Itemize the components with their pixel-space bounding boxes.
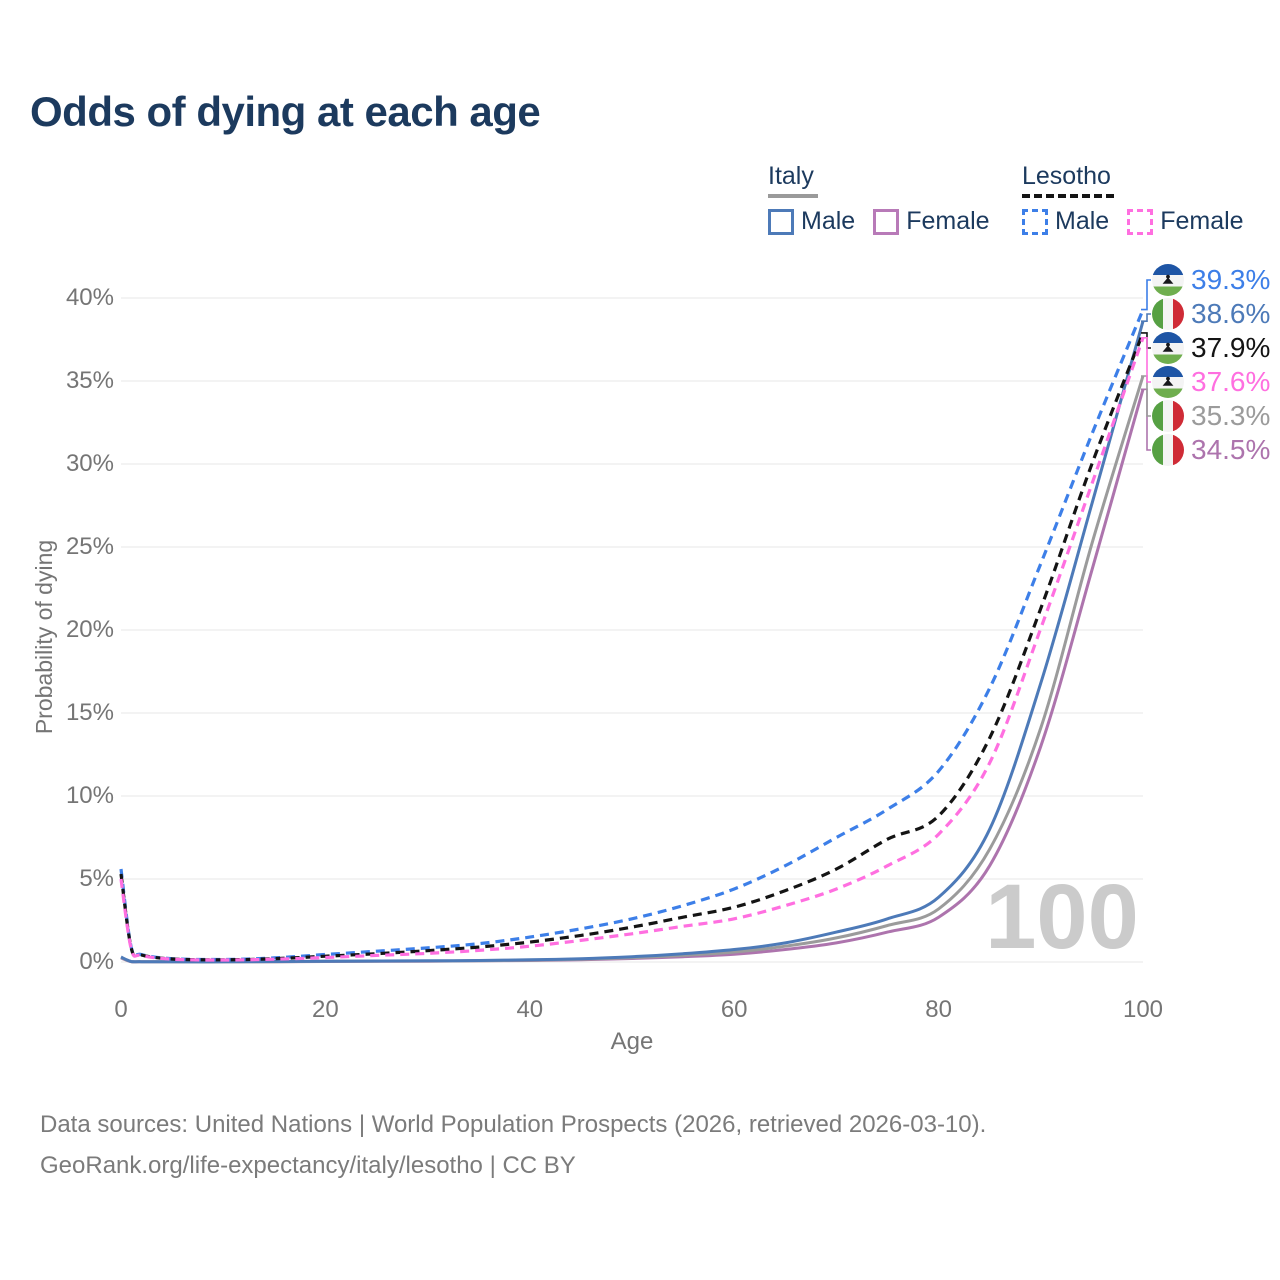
age-watermark: 100 xyxy=(985,866,1139,968)
legend-swatch-lesotho-male xyxy=(1022,208,1048,235)
end-label-lesotho-both-sexes: 37.9% xyxy=(1152,331,1270,365)
italy-flag-icon xyxy=(1152,298,1184,330)
legend-group-title-italy: Italy xyxy=(768,162,814,190)
end-label-connector-italy-male xyxy=(1141,313,1151,322)
end-value-italy-female: 34.5% xyxy=(1191,434,1271,465)
x-tick-0: 0 xyxy=(114,996,128,1023)
legend-item-lesotho-female[interactable]: Female xyxy=(1127,207,1244,236)
lesotho-flag-icon xyxy=(1152,264,1184,296)
x-tick-80: 80 xyxy=(925,996,952,1023)
legend-group-lesotho: Lesotho Male Female xyxy=(1022,162,1262,236)
legend-item-lesotho-male[interactable]: Male xyxy=(1022,207,1109,236)
legend-underline-lesotho xyxy=(1022,194,1114,198)
legend-group-title-lesotho: Lesotho xyxy=(1022,162,1111,190)
end-value-lesotho-both-sexes: 37.9% xyxy=(1191,332,1271,363)
end-label-lesotho-female: 37.6% xyxy=(1152,365,1270,399)
italy-flag-icon xyxy=(1152,434,1184,466)
legend-items-italy: Male Female xyxy=(768,207,1008,236)
end-label-lesotho-male: 39.3% xyxy=(1152,263,1270,297)
end-value-lesotho-female: 37.6% xyxy=(1191,366,1271,397)
series-line-lesotho-both-sexes[interactable] xyxy=(119,332,1145,962)
end-label-italy-male: 38.6% xyxy=(1152,297,1270,331)
attribution-line: GeoRank.org/life-expectancy/italy/lesoth… xyxy=(40,1152,576,1179)
footer: Data sources: United Nations | World Pop… xyxy=(40,1104,986,1186)
y-tick-35: 35% xyxy=(65,367,114,394)
end-label-connector-lesotho-male xyxy=(1141,279,1151,311)
data-sources-line: Data sources: United Nations | World Pop… xyxy=(40,1111,987,1138)
x-tick-40: 40 xyxy=(516,996,544,1023)
legend-item-italy-male[interactable]: Male xyxy=(768,207,855,236)
legend-label-lesotho-male: Male xyxy=(1055,207,1110,235)
x-tick-60: 60 xyxy=(720,996,748,1023)
x-axis-title: Age xyxy=(610,1028,654,1055)
y-tick-10: 10% xyxy=(65,782,114,809)
legend-group-italy: Italy Male Female xyxy=(768,162,1008,236)
end-value-lesotho-male: 39.3% xyxy=(1191,264,1271,295)
lesotho-flag-icon xyxy=(1152,332,1184,364)
y-tick-15: 15% xyxy=(65,699,114,726)
y-tick-30: 30% xyxy=(65,450,114,477)
italy-flag-icon xyxy=(1152,400,1184,432)
end-label-connector-italy-female xyxy=(1141,388,1151,451)
legend-item-italy-female[interactable]: Female xyxy=(873,207,990,236)
lesotho-flag-icon xyxy=(1152,366,1184,398)
series-line-lesotho-female[interactable] xyxy=(119,337,1145,962)
page-title: Odds of dying at each age xyxy=(30,88,541,135)
end-value-italy-both-sexes: 35.3% xyxy=(1191,400,1271,431)
end-label-italy-both-sexes: 35.3% xyxy=(1152,399,1270,433)
end-value-italy-male: 38.6% xyxy=(1191,298,1271,329)
y-tick-0: 0% xyxy=(79,948,114,975)
end-label-connector-italy-both-sexes xyxy=(1141,375,1151,417)
series-line-lesotho-male[interactable] xyxy=(119,308,1145,962)
legend-label-italy-male: Male xyxy=(801,207,856,235)
y-tick-20: 20% xyxy=(65,616,114,643)
legend-items-lesotho: Male Female xyxy=(1022,207,1262,236)
y-tick-25: 25% xyxy=(65,533,114,560)
end-label-italy-female: 34.5% xyxy=(1152,433,1270,467)
legend-label-lesotho-female: Female xyxy=(1160,207,1244,235)
legend-swatch-lesotho-female xyxy=(1127,208,1154,235)
legend-swatch-italy-female xyxy=(873,208,900,235)
end-label-connector-lesotho-female xyxy=(1141,337,1151,383)
y-tick-5: 5% xyxy=(79,865,114,892)
legend-label-italy-female: Female xyxy=(906,207,990,235)
y-tick-40: 40% xyxy=(65,284,114,311)
legend-underline-italy xyxy=(768,194,818,198)
x-tick-20: 20 xyxy=(312,996,339,1023)
series-line-italy-male[interactable] xyxy=(120,320,1145,964)
x-tick-100: 100 xyxy=(1122,996,1164,1023)
legend-swatch-italy-male xyxy=(768,208,794,235)
